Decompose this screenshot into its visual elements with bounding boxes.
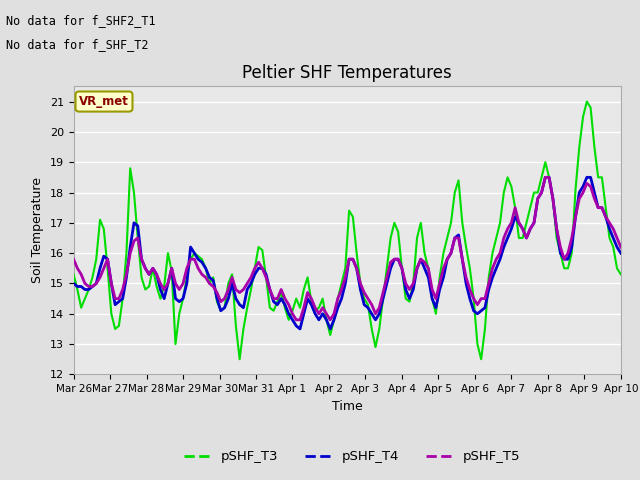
pSHF_T4 <box>134 223 141 229</box>
pSHF_T5 <box>70 256 77 262</box>
Text: VR_met: VR_met <box>79 95 129 108</box>
pSHF_T5 <box>225 287 232 292</box>
pSHF_T3 <box>617 272 625 277</box>
pSHF_T4 <box>205 275 213 280</box>
pSHF_T5 <box>134 235 141 241</box>
pSHF_T3 <box>225 281 232 287</box>
Text: No data for f_SHF_T2: No data for f_SHF_T2 <box>6 38 149 51</box>
pSHF_T3 <box>394 229 402 235</box>
pSHF_T5 <box>292 317 300 323</box>
pSHF_T3 <box>202 265 209 271</box>
Legend: pSHF_T3, pSHF_T4, pSHF_T5: pSHF_T3, pSHF_T4, pSHF_T5 <box>179 445 525 468</box>
pSHF_T5 <box>202 275 209 280</box>
pSHF_T4 <box>225 296 232 301</box>
Text: No data for f_SHF2_T1: No data for f_SHF2_T1 <box>6 14 156 27</box>
X-axis label: Time: Time <box>332 400 363 413</box>
pSHF_T5 <box>394 256 402 262</box>
pSHF_T5 <box>541 174 549 180</box>
pSHF_T3 <box>70 272 77 277</box>
pSHF_T5 <box>205 281 213 287</box>
Line: pSHF_T4: pSHF_T4 <box>74 177 621 329</box>
pSHF_T5 <box>349 256 356 262</box>
Line: pSHF_T3: pSHF_T3 <box>74 102 621 359</box>
pSHF_T3 <box>583 99 591 105</box>
pSHF_T4 <box>541 174 549 180</box>
pSHF_T4 <box>202 265 209 271</box>
pSHF_T5 <box>617 244 625 250</box>
pSHF_T3 <box>205 281 213 287</box>
pSHF_T3 <box>349 214 356 220</box>
Line: pSHF_T5: pSHF_T5 <box>74 177 621 320</box>
Title: Peltier SHF Temperatures: Peltier SHF Temperatures <box>243 64 452 82</box>
pSHF_T3 <box>236 356 243 362</box>
pSHF_T4 <box>70 281 77 287</box>
Y-axis label: Soil Temperature: Soil Temperature <box>31 178 44 283</box>
pSHF_T3 <box>134 235 141 241</box>
pSHF_T4 <box>296 326 304 332</box>
pSHF_T4 <box>617 250 625 256</box>
pSHF_T4 <box>394 256 402 262</box>
pSHF_T4 <box>349 256 356 262</box>
